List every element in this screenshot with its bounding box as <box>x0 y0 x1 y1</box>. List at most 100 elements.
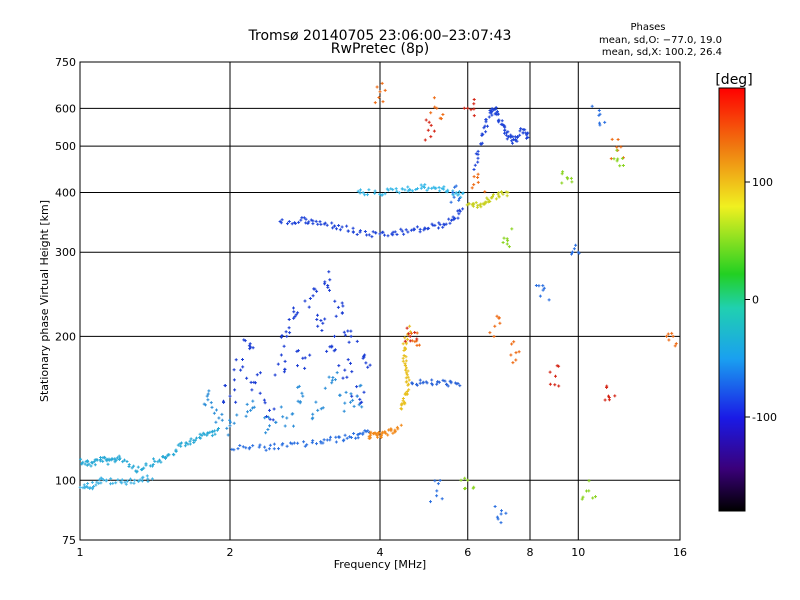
data-point <box>325 223 329 227</box>
data-point <box>441 225 445 229</box>
data-point <box>437 226 440 230</box>
data-point <box>423 185 426 189</box>
data-point <box>328 278 332 282</box>
data-point <box>511 361 515 365</box>
data-point <box>120 478 124 482</box>
data-point <box>300 391 304 395</box>
data-point <box>368 436 372 440</box>
data-point <box>452 195 456 199</box>
data-point <box>132 464 136 468</box>
data-point <box>418 381 422 385</box>
data-point <box>280 218 284 222</box>
data-point <box>472 175 476 179</box>
data-point <box>331 376 335 379</box>
data-point <box>351 398 355 402</box>
data-point <box>615 148 619 152</box>
data-point <box>490 113 494 117</box>
data-point <box>612 157 616 161</box>
data-point <box>283 368 287 371</box>
data-point <box>83 462 87 466</box>
data-point <box>205 394 209 398</box>
data-point <box>130 466 134 470</box>
data-point <box>99 481 103 485</box>
data-point <box>492 108 496 112</box>
data-point <box>404 228 408 232</box>
data-point <box>351 230 355 234</box>
data-point <box>491 193 495 197</box>
data-point <box>327 375 331 379</box>
grid-lines <box>80 62 680 540</box>
data-point <box>472 98 476 101</box>
data-point <box>429 111 433 115</box>
data-point <box>383 192 387 196</box>
data-point <box>472 102 476 106</box>
data-point <box>356 436 360 440</box>
data-point <box>451 215 455 219</box>
data-point <box>282 344 286 348</box>
data-point <box>328 288 331 292</box>
data-point <box>101 478 105 482</box>
data-point <box>281 442 285 446</box>
data-point <box>371 230 375 234</box>
data-point <box>406 230 410 234</box>
data-point <box>419 186 423 190</box>
data-point <box>362 355 366 359</box>
data-point <box>126 479 129 483</box>
data-point <box>403 339 407 343</box>
data-point <box>405 390 409 393</box>
data-point <box>142 466 146 470</box>
data-point <box>210 405 214 409</box>
data-point <box>244 446 248 450</box>
data-point <box>263 401 267 405</box>
data-point <box>356 433 360 437</box>
data-point <box>480 141 484 145</box>
data-point <box>401 397 405 400</box>
data-point <box>403 188 407 192</box>
data-point <box>585 489 588 493</box>
data-point <box>349 436 353 439</box>
x-tick-label: 4 <box>377 546 384 559</box>
data-point <box>330 381 334 385</box>
data-point <box>438 223 442 227</box>
data-point <box>405 326 409 330</box>
data-point <box>290 442 294 446</box>
data-point <box>114 481 118 485</box>
data-point <box>424 118 428 122</box>
data-point <box>85 463 89 467</box>
data-point <box>430 222 434 226</box>
data-point <box>446 384 450 388</box>
data-point <box>355 339 359 343</box>
data-point <box>372 432 376 435</box>
data-point <box>215 428 219 432</box>
data-point <box>140 479 144 483</box>
data-point <box>376 435 379 439</box>
data-point <box>380 81 384 85</box>
data-point <box>427 120 431 124</box>
data-point <box>381 100 385 104</box>
data-point <box>401 356 405 360</box>
data-point <box>171 452 175 456</box>
data-point <box>466 106 470 110</box>
data-point <box>234 358 238 362</box>
data-point <box>457 190 461 193</box>
data-point <box>368 363 372 367</box>
data-point <box>397 191 401 195</box>
x-tick-label: 16 <box>673 546 687 559</box>
data-point <box>430 378 434 382</box>
data-point <box>674 342 678 346</box>
data-point <box>153 459 157 463</box>
y-tick-labels: 75 100 200 300 400 500 600 750 <box>55 56 76 547</box>
data-point <box>335 371 339 375</box>
data-point <box>548 370 552 374</box>
data-point <box>566 177 570 181</box>
data-point <box>267 447 271 451</box>
data-point <box>358 230 362 234</box>
data-point <box>209 401 213 405</box>
data-point <box>352 432 356 435</box>
data-point <box>619 145 623 149</box>
data-point <box>158 458 161 462</box>
data-point <box>505 242 509 246</box>
data-point <box>176 443 180 447</box>
data-point <box>344 390 348 394</box>
data-point <box>301 394 305 398</box>
